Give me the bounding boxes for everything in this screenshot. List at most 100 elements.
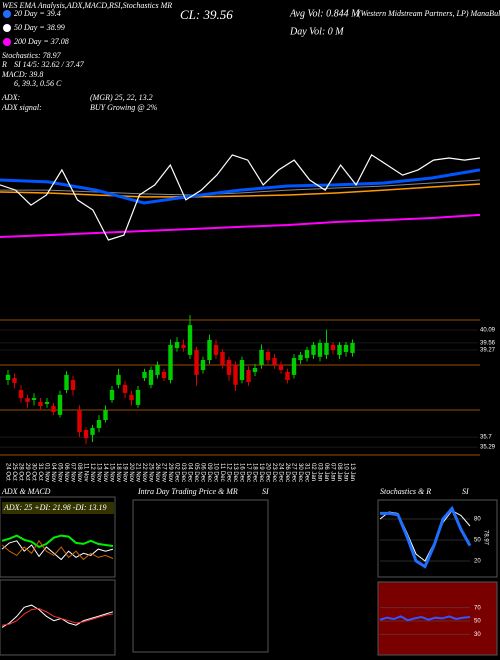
candle-body [64, 374, 69, 390]
series-line [0, 168, 481, 205]
candle-body [103, 410, 108, 420]
candle-body [317, 342, 323, 357]
y-tick-label: 39.56 [480, 341, 496, 347]
candle-body [246, 370, 251, 382]
candle-body [90, 428, 95, 435]
candle-body [44, 401, 50, 404]
x-tick-label: 15 Nov [108, 463, 114, 482]
indicator-text: MACD: 39.8 [1, 70, 43, 79]
x-tick-label: 31 Oct [37, 463, 43, 481]
x-tick-label: 13 Dec [232, 463, 238, 482]
x-tick-label: 24 Oct [4, 463, 10, 481]
x-tick-label: 11 Dec [219, 463, 225, 482]
x-tick-label: 03 Jan [316, 463, 322, 481]
candle-body [330, 344, 336, 350]
x-tick-label: 12 Nov [89, 463, 95, 482]
x-tick-label: 25 Oct [11, 463, 17, 481]
x-tick-label: 18 Dec [251, 463, 257, 482]
x-tick-label: 09 Dec [206, 463, 212, 482]
y-tick-label: 20 [474, 559, 481, 565]
x-tick-label: 26 Dec [284, 463, 290, 482]
x-tick-label: 03 Dec [180, 463, 186, 482]
series-line [1, 607, 114, 626]
x-tick-label: 20 Dec [264, 463, 270, 482]
intraday-panel [132, 499, 269, 653]
x-tick-label: 19 Nov [121, 463, 127, 482]
candle-body [194, 350, 199, 375]
title: WES EMA Analysis,ADX,MACD,RSI,Stochastic… [2, 1, 172, 10]
close-price: CL: 39.56 [180, 7, 233, 22]
candle-body [252, 368, 258, 372]
candle-body [109, 390, 115, 400]
x-tick-label: 06 Jan [323, 463, 329, 481]
indicator-text: (MGR) 25, 22, 13.2 [90, 93, 153, 102]
x-tick-label: 30 Dec [297, 463, 303, 482]
candle-body [181, 344, 186, 349]
x-tick-label: 05 Nov [56, 463, 62, 482]
series-line [1, 534, 114, 549]
y-tick-label: 40.09 [480, 328, 496, 334]
candle-body [77, 410, 82, 432]
x-tick-label: 01 Nov [43, 463, 49, 482]
candle-body [70, 380, 76, 390]
x-tick-label: 29 Oct [24, 463, 30, 481]
series-line [0, 179, 481, 196]
candle-body [324, 342, 329, 355]
indicator-text: 6, 39.3, 0.56 C [14, 79, 62, 88]
y-tick-label: 35.7 [480, 435, 492, 441]
x-tick-label: 04 Nov [50, 463, 56, 482]
candle-body [226, 360, 232, 375]
x-tick-label: 27 Nov [160, 463, 166, 482]
x-tick-label: 05 Dec [193, 463, 199, 482]
x-tick-label: 07 Jan [329, 463, 335, 481]
x-tick-label: 14 Nov [102, 463, 108, 482]
series-line [0, 154, 481, 241]
y-tick-label: 80 [474, 517, 481, 523]
candle-body [291, 358, 297, 375]
candle-body [96, 420, 102, 429]
candle-body [259, 350, 264, 365]
indicator-text: R [1, 60, 7, 69]
x-tick-label: 06 Dec [199, 463, 205, 482]
candle-body [343, 344, 349, 352]
x-tick-label: 08 Nov [76, 463, 82, 482]
candle-body [5, 374, 11, 380]
legend-dot [3, 24, 11, 32]
candle-body [168, 344, 173, 380]
panel-title: ADX & MACD [1, 487, 51, 496]
label-box [2, 502, 114, 514]
x-tick-label: 27 Dec [290, 463, 296, 482]
candle-body [200, 360, 206, 370]
series-line [0, 213, 481, 238]
x-tick-label: 10 Dec [212, 463, 218, 482]
candle-body [18, 390, 24, 399]
candle-body [213, 344, 219, 355]
candle-body [278, 364, 284, 370]
intraday-title-suffix: SI [262, 487, 269, 496]
candle-body [239, 360, 245, 380]
company: (Western Midstream Partners, LP) ManaBul… [358, 9, 500, 18]
candle-body [31, 398, 37, 400]
indicator-text: Stochastics: 78.97 [2, 51, 62, 60]
series-line [0, 183, 481, 198]
candle-body [350, 342, 355, 353]
x-tick-label: 30 Oct [30, 463, 36, 481]
candle-body [285, 371, 290, 380]
y-tick-label: 50 [474, 619, 481, 625]
x-tick-label: 21 Nov [134, 463, 140, 482]
series-line [1, 604, 114, 628]
x-tick-label: 25 Nov [147, 463, 153, 482]
candle-body [51, 406, 56, 412]
candle-body [220, 351, 225, 365]
day-volume: Day Vol: 0 M [289, 26, 344, 37]
series-line [1, 539, 114, 561]
legend-dot [3, 10, 11, 18]
candle-body [337, 344, 342, 355]
x-tick-label: 12 Dec [225, 463, 231, 482]
candle-body [272, 358, 277, 365]
y-tick-label: 39.27 [480, 348, 496, 354]
indicator-text: ADX: [1, 93, 21, 102]
x-tick-label: 02 Jan [310, 463, 316, 481]
y-tick-label: 35.29 [480, 445, 496, 451]
candle-body [233, 364, 238, 385]
